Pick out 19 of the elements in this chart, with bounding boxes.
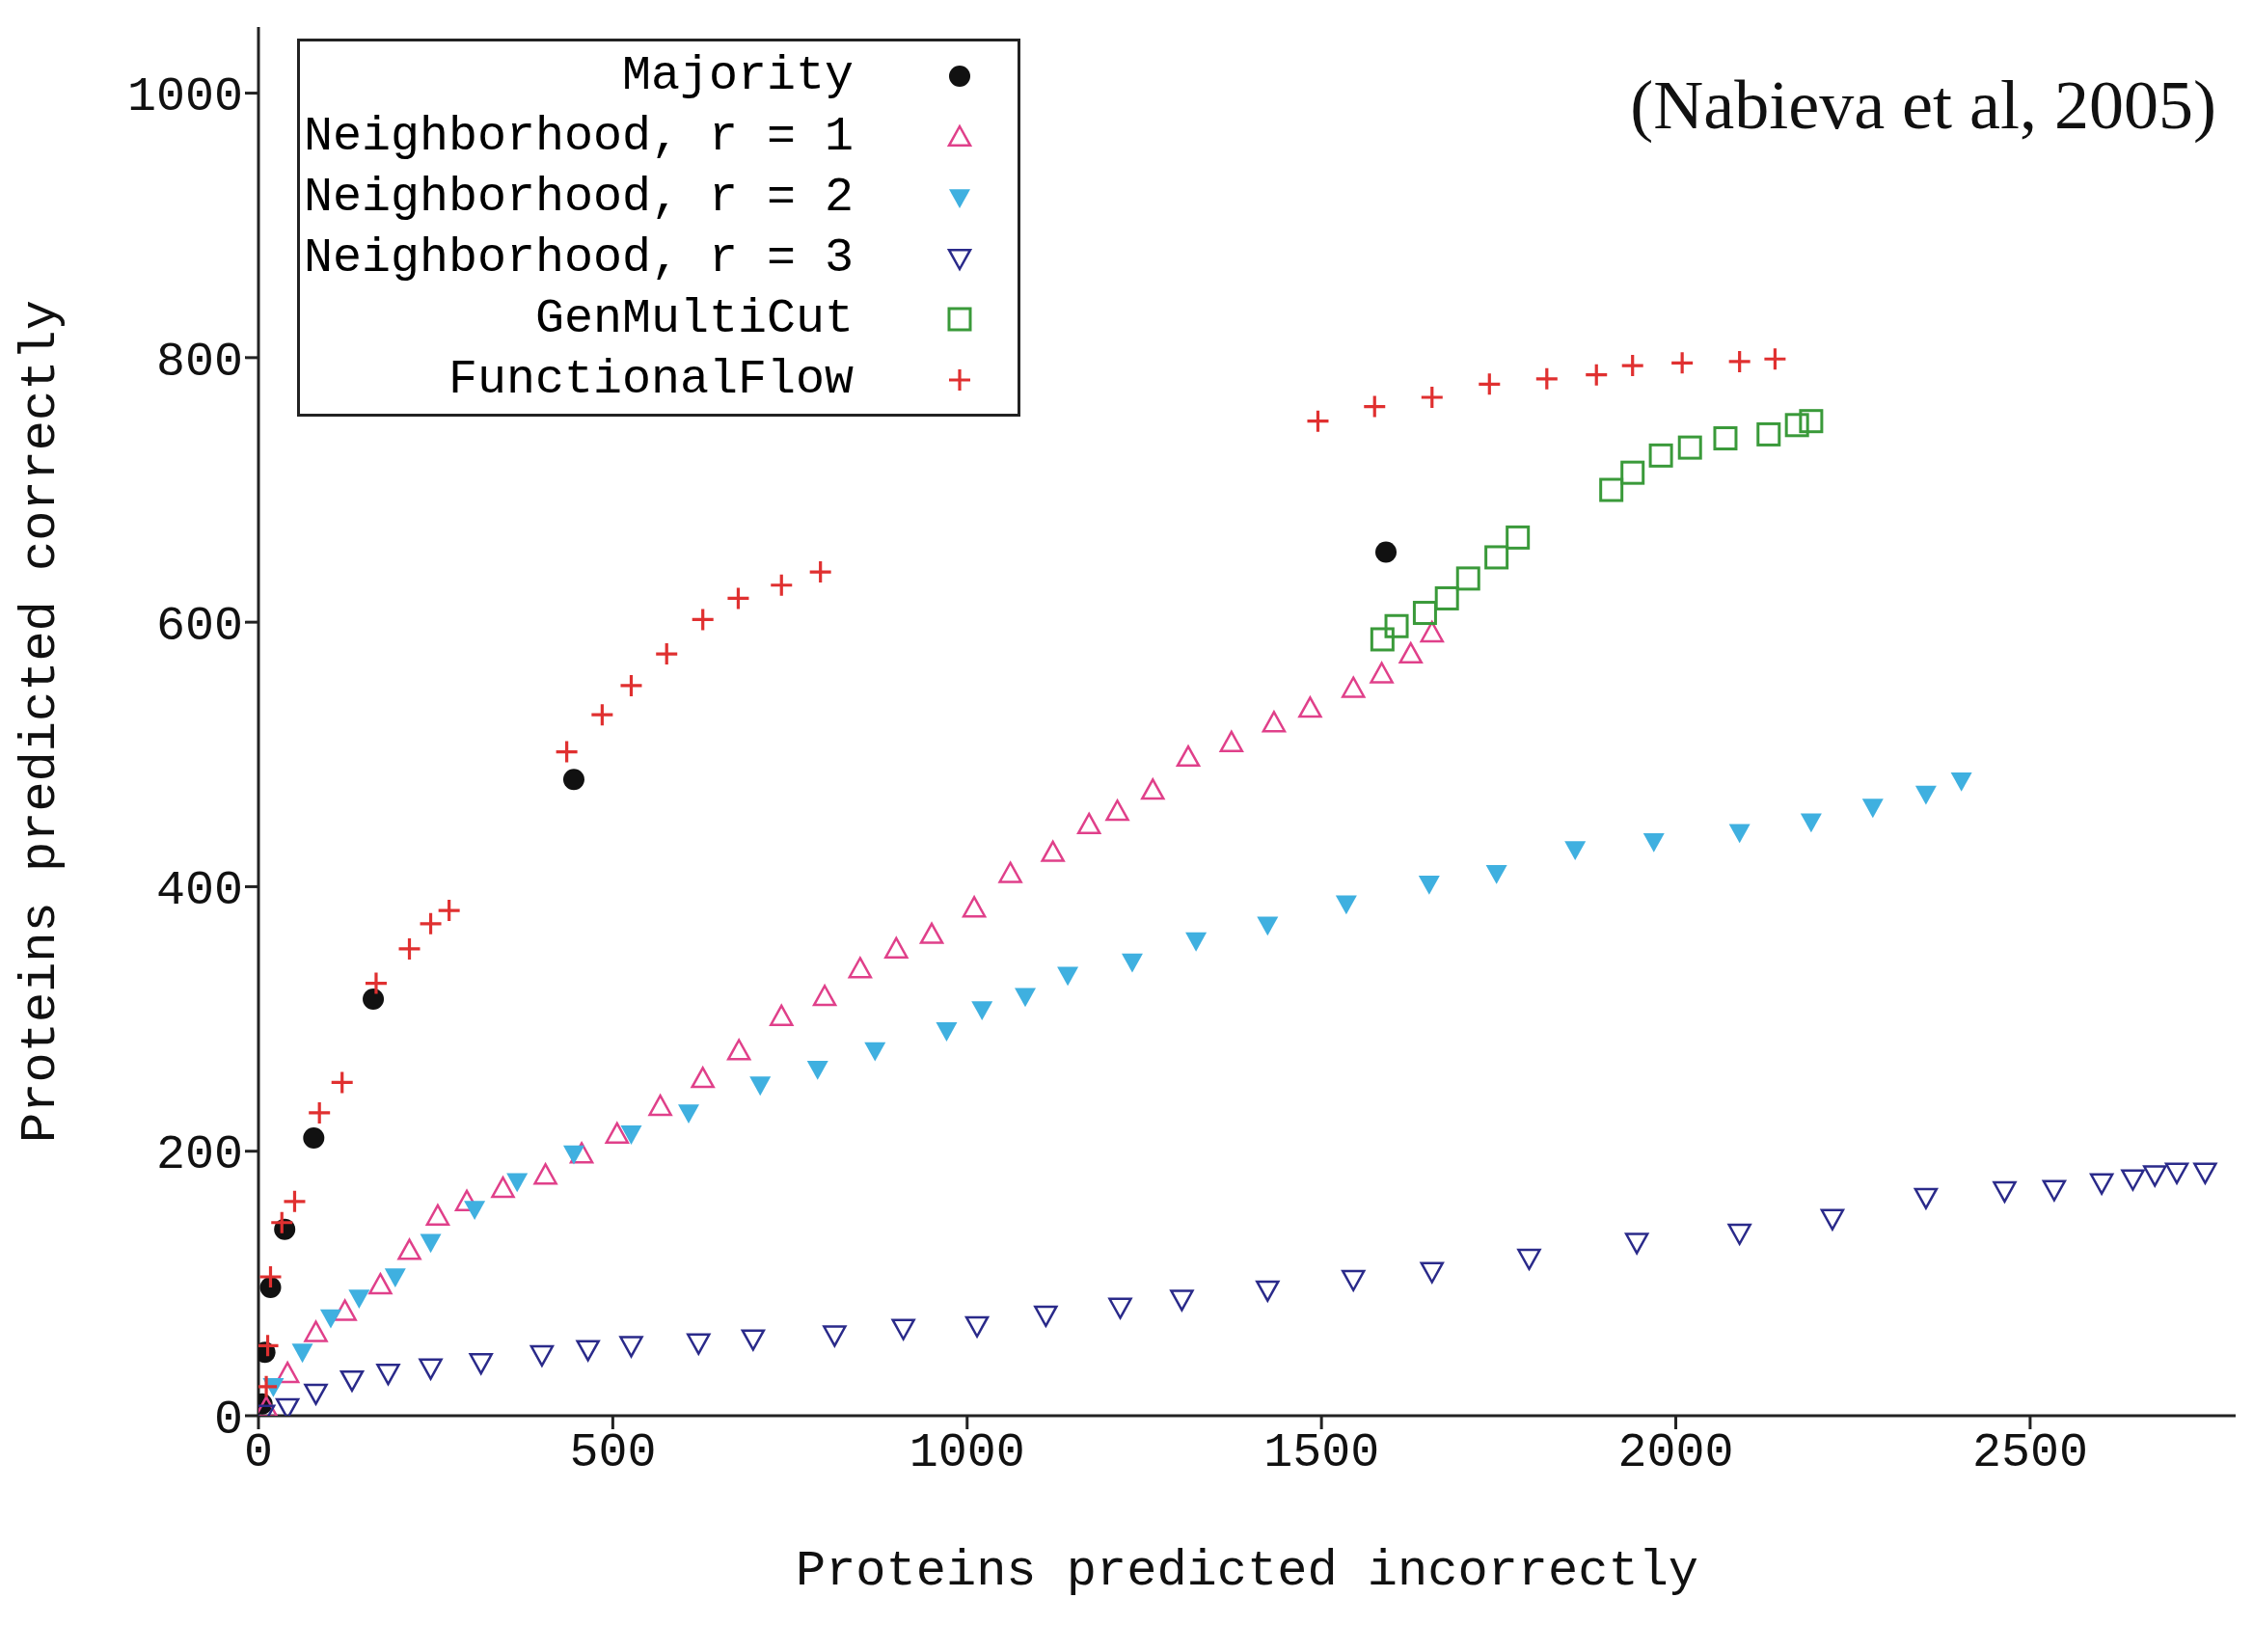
legend-label: Majority <box>622 47 855 105</box>
legend-label: Neighborhood, r = 3 <box>304 230 855 287</box>
x-axis-title: Proteins predicted incorrectly <box>795 1543 1699 1600</box>
x-tick-label: 2000 <box>1617 1424 1734 1480</box>
x-tick-label: 1000 <box>909 1424 1025 1480</box>
legend-label: GenMultiCut <box>535 290 855 348</box>
x-tick-label: 2500 <box>1971 1424 2088 1480</box>
legend-label: Neighborhood, r = 1 <box>304 108 855 166</box>
annotation: (Nabieva et al, 2005) <box>1630 66 2216 146</box>
y-tick-label: 400 <box>155 863 243 919</box>
legend-label: Neighborhood, r = 2 <box>304 169 855 227</box>
x-tick-label: 1500 <box>1263 1424 1380 1480</box>
y-tick-label: 1000 <box>126 69 243 125</box>
x-tick-label: 500 <box>569 1424 657 1480</box>
y-axis-title: Proteins predicted correctly <box>13 300 70 1143</box>
y-tick-label: 800 <box>155 334 243 390</box>
y-tick-label: 200 <box>155 1127 243 1183</box>
y-tick-label: 600 <box>155 598 243 654</box>
legend-label: FunctionalFlow <box>448 351 855 409</box>
